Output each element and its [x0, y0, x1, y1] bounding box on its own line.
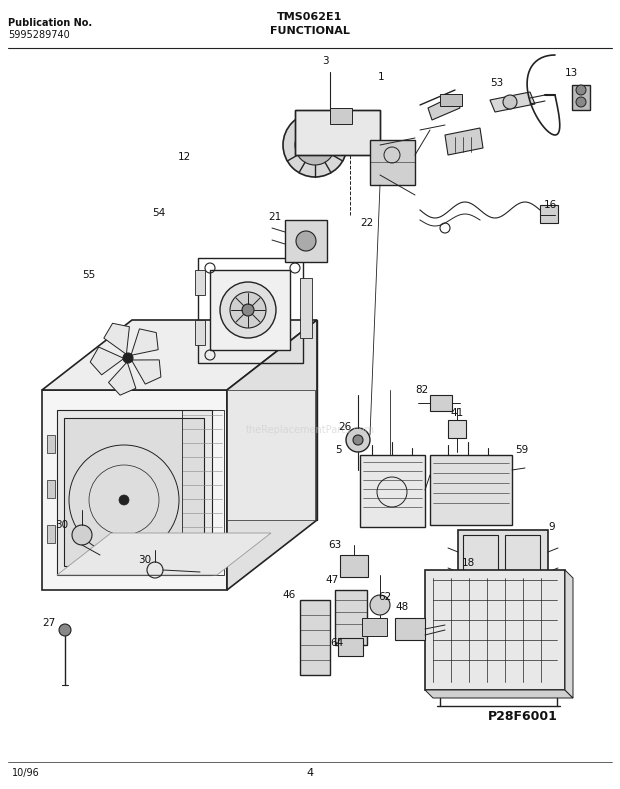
Polygon shape [428, 95, 460, 120]
Text: 62: 62 [378, 592, 391, 602]
Bar [338, 638, 363, 656]
Text: 10/96: 10/96 [12, 768, 40, 778]
Text: theReplacementParts.com: theReplacementParts.com [246, 425, 374, 435]
Polygon shape [425, 690, 573, 698]
Bar [295, 110, 380, 155]
Bar [57, 410, 212, 575]
Circle shape [220, 282, 276, 338]
Bar [195, 320, 205, 345]
Text: 18: 18 [462, 558, 476, 568]
Text: 55: 55 [82, 270, 95, 280]
Text: 27: 27 [42, 618, 55, 628]
Bar [335, 590, 367, 645]
Text: 41: 41 [450, 408, 463, 418]
Bar [425, 570, 565, 690]
Polygon shape [490, 92, 535, 112]
Bar [47, 435, 55, 453]
Circle shape [119, 495, 129, 505]
Bar [572, 85, 590, 110]
Circle shape [295, 125, 335, 165]
Bar [395, 618, 425, 640]
Polygon shape [108, 362, 136, 395]
Bar [195, 270, 205, 295]
Text: 54: 54 [152, 208, 166, 218]
Text: FUNCTIONAL: FUNCTIONAL [270, 26, 350, 36]
Bar [47, 480, 55, 498]
Bar [430, 455, 512, 525]
Text: 64: 64 [330, 638, 343, 648]
Polygon shape [227, 320, 317, 590]
Bar [198, 258, 303, 363]
Text: 16: 16 [544, 200, 557, 210]
Bar [362, 618, 387, 636]
Circle shape [283, 113, 347, 177]
Bar [340, 555, 368, 577]
Bar [295, 110, 380, 155]
Circle shape [72, 525, 92, 545]
Text: 47: 47 [325, 575, 339, 585]
Bar [227, 390, 315, 520]
Bar [463, 535, 498, 590]
Text: 59: 59 [515, 445, 528, 455]
Circle shape [123, 353, 133, 363]
Bar [300, 600, 330, 675]
Text: 53: 53 [490, 78, 503, 88]
Text: 13: 13 [565, 68, 578, 78]
Bar [210, 270, 290, 350]
Text: 63: 63 [328, 540, 341, 550]
Text: 22: 22 [360, 218, 373, 228]
Polygon shape [57, 533, 271, 575]
Bar [360, 455, 425, 527]
Bar [330, 108, 352, 124]
Polygon shape [131, 329, 158, 355]
Circle shape [230, 292, 266, 328]
Text: 46: 46 [282, 590, 295, 600]
Bar [285, 220, 327, 262]
Circle shape [370, 595, 390, 615]
Polygon shape [42, 320, 317, 390]
Text: 5995289740: 5995289740 [8, 30, 69, 40]
Text: 48: 48 [395, 602, 408, 612]
Polygon shape [42, 390, 227, 590]
Polygon shape [131, 360, 161, 384]
Text: 3: 3 [322, 56, 329, 66]
Bar [448, 420, 466, 438]
Text: 1: 1 [378, 72, 384, 82]
Text: TMS062E1: TMS062E1 [277, 12, 343, 22]
Circle shape [307, 137, 323, 153]
Bar [47, 525, 55, 543]
Bar [300, 278, 312, 338]
Text: Publication No.: Publication No. [8, 18, 92, 28]
Circle shape [346, 428, 370, 452]
Circle shape [353, 435, 363, 445]
Circle shape [576, 85, 586, 95]
Bar [64, 418, 204, 566]
Circle shape [242, 304, 254, 316]
Circle shape [503, 95, 517, 109]
Bar [182, 410, 224, 575]
Circle shape [59, 624, 71, 636]
Text: 30: 30 [55, 520, 68, 530]
Text: 21: 21 [268, 212, 281, 222]
Bar [440, 94, 462, 106]
Text: 5: 5 [335, 445, 342, 455]
Text: 9: 9 [548, 522, 555, 532]
Text: P28F6001: P28F6001 [488, 710, 558, 723]
Polygon shape [565, 570, 573, 698]
Bar [430, 395, 452, 411]
Text: 82: 82 [415, 385, 428, 395]
Text: 26: 26 [338, 422, 352, 432]
Polygon shape [104, 323, 130, 354]
Bar [370, 140, 415, 185]
Text: 30: 30 [138, 555, 151, 565]
Bar [458, 530, 548, 602]
Circle shape [576, 97, 586, 107]
Text: 12: 12 [178, 152, 191, 162]
Bar [505, 535, 540, 590]
Polygon shape [445, 128, 483, 155]
Circle shape [296, 231, 316, 251]
Polygon shape [90, 347, 124, 375]
Bar [540, 205, 558, 223]
Text: 4: 4 [306, 768, 314, 778]
